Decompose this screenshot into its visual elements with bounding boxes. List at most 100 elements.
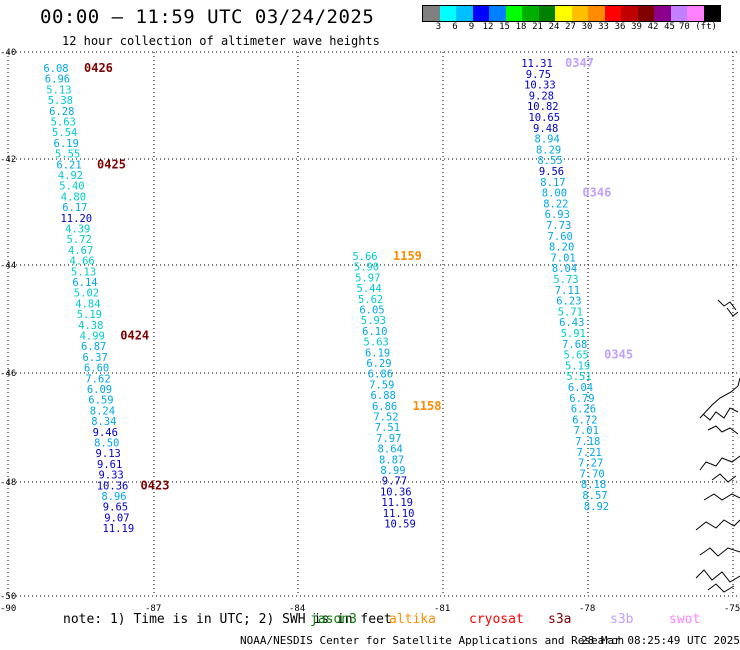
wave-height-value: 7.62 xyxy=(85,373,110,385)
color-swatch xyxy=(687,6,704,21)
satellite-legend-s3a: s3a xyxy=(548,612,572,627)
coastline-segment xyxy=(703,493,740,501)
wave-height-value: 7.18 xyxy=(575,436,600,448)
track-time-label: 0423 xyxy=(141,478,170,492)
latitude-label: -40 xyxy=(0,48,16,58)
wave-height-value: 5.62 xyxy=(358,294,383,306)
wave-height-value: 6.60 xyxy=(84,363,109,375)
wave-height-value: 10.65 xyxy=(528,112,560,124)
wave-height-value: 11.19 xyxy=(381,497,413,509)
color-swatch xyxy=(439,6,456,21)
wave-height-value: 5.73 xyxy=(553,274,578,286)
latitude-label: -44 xyxy=(0,261,16,271)
wave-height-value: 5.63 xyxy=(51,117,76,129)
wave-height-value: 4.67 xyxy=(68,245,93,257)
wave-height-value: 5.72 xyxy=(67,234,92,246)
color-scale-label: 15 xyxy=(499,22,510,32)
wave-height-value: 10.82 xyxy=(527,101,559,113)
longitude-label: -84 xyxy=(289,604,305,614)
wave-height-value: 6.10 xyxy=(362,326,387,338)
color-scale-label: 24 xyxy=(548,22,560,32)
wave-height-value: 7.27 xyxy=(578,458,603,470)
coastline-segment xyxy=(695,519,740,531)
wave-height-value: 5.44 xyxy=(357,283,382,295)
coastline-segment xyxy=(699,455,740,471)
wave-height-value: 5.90 xyxy=(354,262,379,274)
wave-height-value: 4.39 xyxy=(65,224,90,236)
wave-height-value: 7.70 xyxy=(579,468,604,480)
color-swatch xyxy=(456,6,473,21)
coastline-segment xyxy=(711,473,737,483)
wave-height-value: 8.55 xyxy=(537,155,562,167)
track-time-label: 0345 xyxy=(604,348,633,362)
wave-height-value: 8.99 xyxy=(380,465,405,477)
wave-height-value: 8.24 xyxy=(90,405,115,417)
color-swatch xyxy=(670,6,687,21)
wave-height-value: 8.04 xyxy=(552,263,577,275)
wave-height-value: 9.33 xyxy=(98,470,123,482)
wave-height-value: 6.05 xyxy=(359,305,384,317)
color-swatch xyxy=(489,6,506,21)
satellite-legend-s3b: s3b xyxy=(610,612,634,627)
wave-height-value: 5.19 xyxy=(77,309,102,321)
wave-height-value: 6.19 xyxy=(54,138,79,150)
wave-height-value: 11.20 xyxy=(60,213,92,225)
color-scale-label: 36 xyxy=(614,22,626,32)
color-swatch xyxy=(538,6,555,21)
color-scale-label: 33 xyxy=(598,22,609,32)
coastline-segment xyxy=(702,407,739,421)
color-swatch xyxy=(522,6,539,21)
color-scale-label: 42 xyxy=(647,22,659,32)
wave-height-value: 5.13 xyxy=(46,84,71,96)
wave-height-value: 5.65 xyxy=(564,350,589,362)
wave-height-value: 6.59 xyxy=(88,395,113,407)
satellite-legend-jason3: jason3 xyxy=(310,612,357,627)
wave-height-value: 5.02 xyxy=(74,288,99,300)
wave-height-value: 9.56 xyxy=(539,166,564,178)
color-swatch xyxy=(505,6,522,21)
wave-height-value: 8.64 xyxy=(378,444,403,456)
wave-height-value: 8.20 xyxy=(549,242,574,254)
wave-height-value: 11.31 xyxy=(521,58,553,70)
wave-height-value: 8.18 xyxy=(581,479,606,491)
wave-height-value: 6.86 xyxy=(372,401,397,413)
wave-height-value: 8.57 xyxy=(582,490,607,502)
wave-height-value: 7.73 xyxy=(546,220,571,232)
wave-height-value: 11.19 xyxy=(103,523,135,535)
color-scale-label: 45 xyxy=(664,22,675,32)
track-time-label: 0347 xyxy=(565,56,594,70)
wave-height-value: 6.29 xyxy=(366,358,391,370)
wave-height-value: 7.52 xyxy=(373,412,398,424)
wave-height-value: 7.59 xyxy=(369,379,394,391)
wave-height-value: 10.33 xyxy=(524,80,556,92)
latitude-label: -48 xyxy=(0,478,16,488)
wave-height-value: 10.59 xyxy=(384,519,416,531)
wave-height-value: 9.75 xyxy=(526,69,551,81)
latitude-label: -42 xyxy=(0,155,16,165)
track-time-label: 0346 xyxy=(582,186,611,200)
color-scale-label: 39 xyxy=(631,22,642,32)
satellite-legend-altika: altika xyxy=(389,612,436,627)
satellite-legend-swot: swot xyxy=(669,612,701,627)
coastline xyxy=(695,299,740,593)
color-swatch xyxy=(555,6,572,21)
color-swatch xyxy=(604,6,621,21)
color-scale-label: 9 xyxy=(468,22,475,32)
wave-height-value: 9.28 xyxy=(529,90,554,102)
color-swatch xyxy=(423,6,440,21)
color-swatch xyxy=(621,6,638,21)
wave-height-value: 9.65 xyxy=(103,502,128,514)
coastline-segment xyxy=(707,583,735,593)
wave-height-value: 7.01 xyxy=(574,425,599,437)
longitude-label: -75 xyxy=(724,604,740,614)
wave-height-value: 5.13 xyxy=(71,266,96,278)
color-swatch xyxy=(472,6,489,21)
map-subtitle: 12 hour collection of altimeter wave hei… xyxy=(62,34,380,48)
wave-height-value: 10.36 xyxy=(380,486,412,498)
wave-height-value: 6.08 xyxy=(43,63,68,75)
wave-height-value: 6.19 xyxy=(365,347,390,359)
wave-height-value: 10.36 xyxy=(97,480,129,492)
coastline-segment xyxy=(717,299,737,311)
coastline-segment xyxy=(699,547,740,557)
wave-height-value: 4.84 xyxy=(75,298,100,310)
